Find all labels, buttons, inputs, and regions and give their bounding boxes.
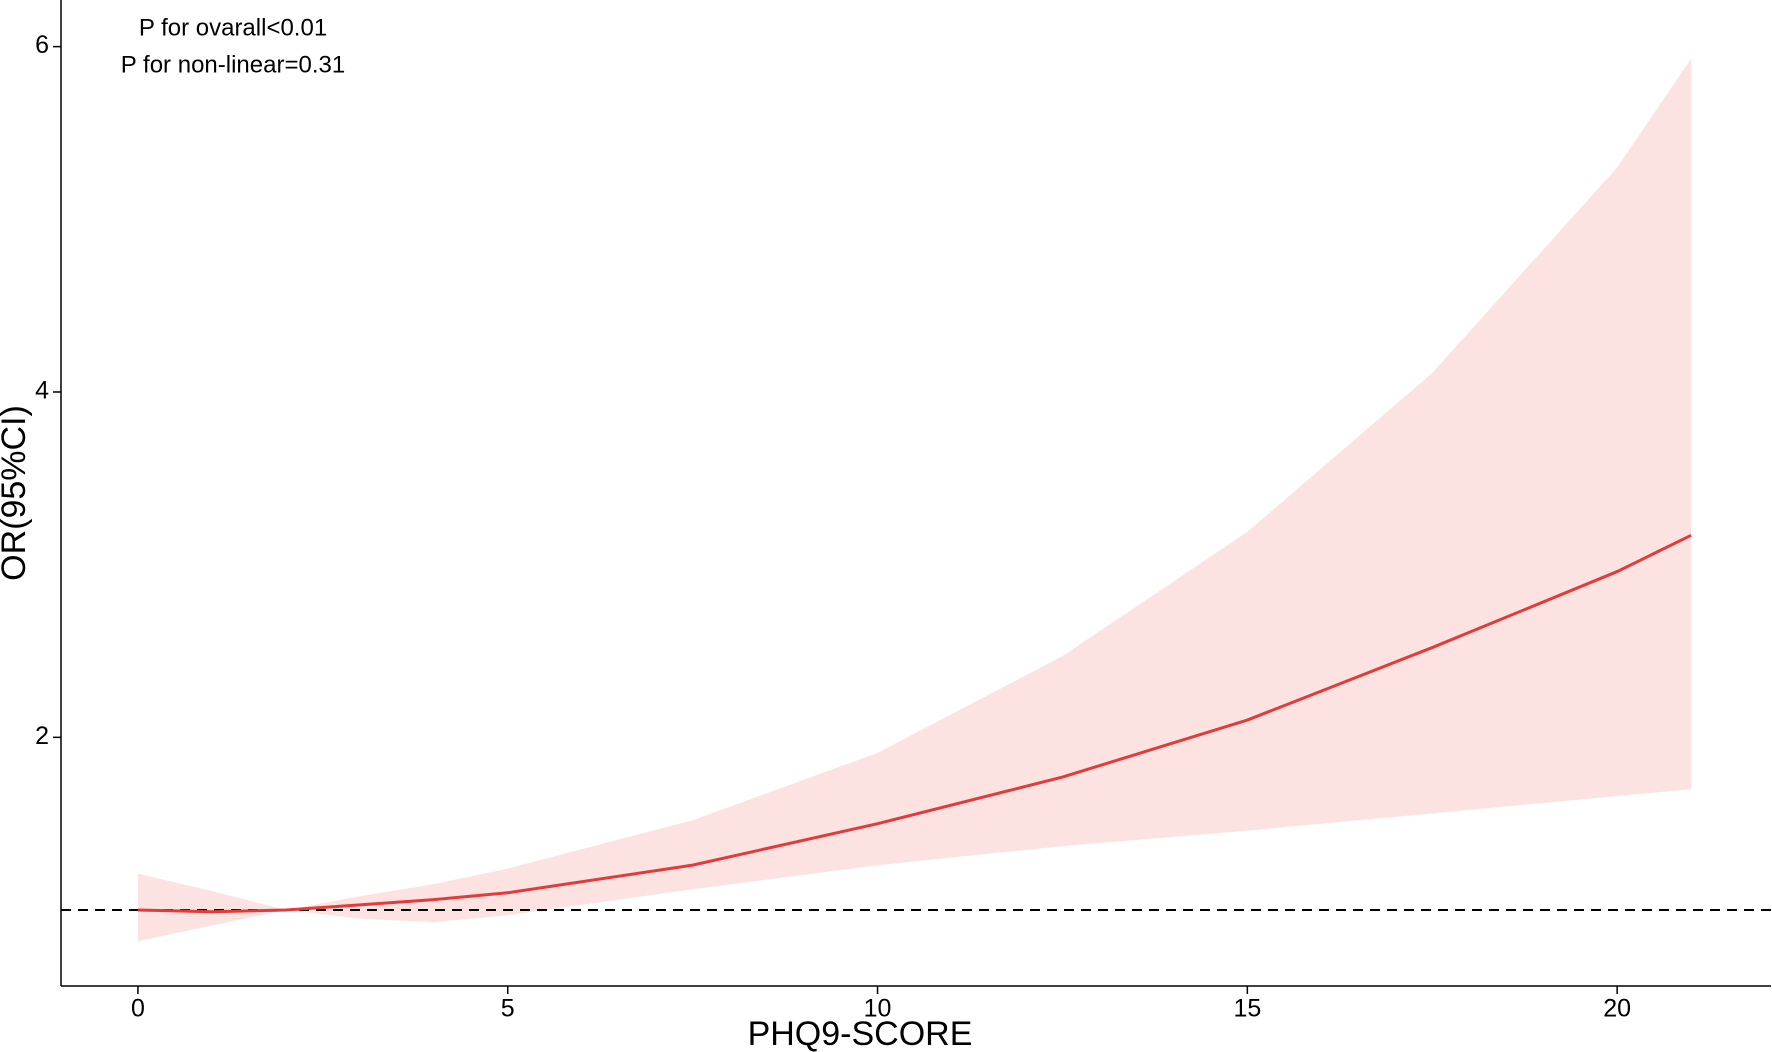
y-tick-label: 4 [35, 377, 49, 405]
y-axis-label: OR(95%CI) [0, 405, 33, 581]
annotation: P for ovarall<0.01 [139, 14, 327, 41]
annotation: P for non-linear=0.31 [121, 51, 345, 78]
x-axis-label: PHQ9-SCORE [748, 1015, 973, 1052]
x-tick-label: 20 [1603, 995, 1631, 1023]
x-tick-label: 10 [864, 995, 892, 1023]
x-tick-label: 15 [1233, 995, 1261, 1023]
or-line [137, 533, 1692, 914]
y-tick-label: 6 [35, 31, 49, 59]
x-tick-label: 0 [131, 995, 145, 1023]
x-tick-label: 5 [501, 995, 515, 1023]
confidence-band [137, 58, 1692, 942]
y-tick-label: 2 [35, 722, 49, 750]
